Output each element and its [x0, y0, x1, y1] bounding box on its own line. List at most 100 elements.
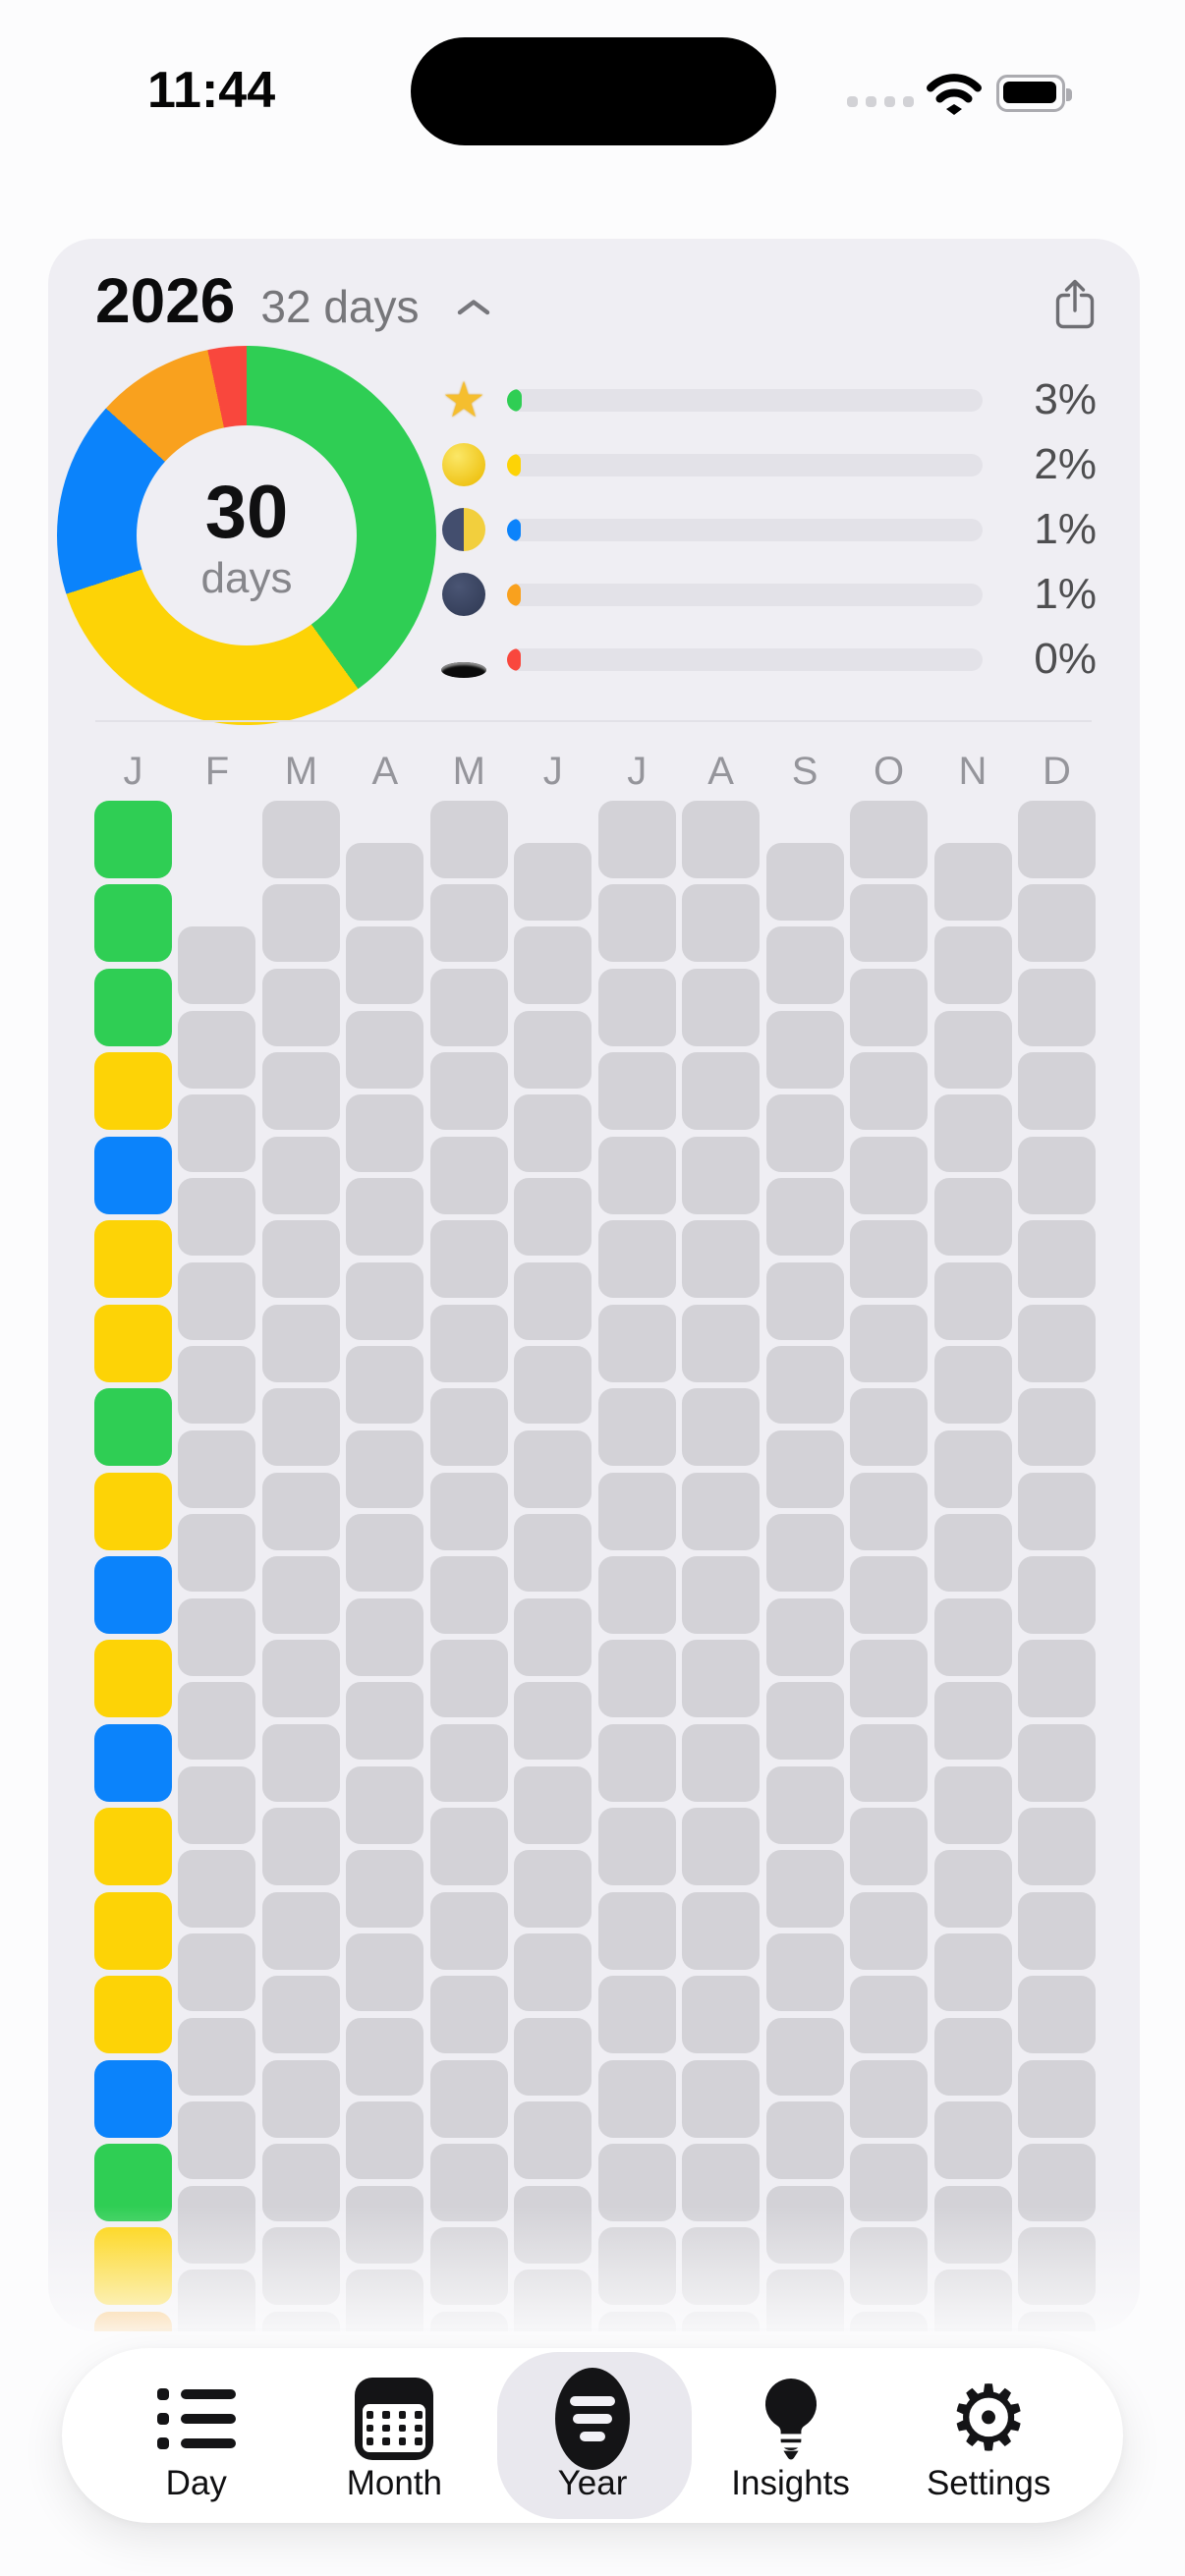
day-cell[interactable] — [346, 1346, 424, 1425]
day-cell[interactable] — [514, 1261, 592, 1340]
day-cell[interactable] — [261, 801, 340, 878]
day-cell[interactable] — [597, 1640, 676, 1718]
day-cell[interactable] — [597, 2311, 676, 2331]
day-cell[interactable] — [597, 2227, 676, 2306]
day-cell[interactable] — [850, 1220, 929, 1299]
day-cell[interactable] — [933, 1094, 1012, 1173]
day-cell[interactable] — [94, 1304, 172, 1382]
day-cell[interactable] — [1017, 1808, 1096, 1886]
day-cell[interactable] — [1017, 1555, 1096, 1634]
day-cell[interactable] — [261, 2059, 340, 2138]
day-cell[interactable] — [933, 1261, 1012, 1340]
day-cell[interactable] — [178, 1346, 256, 1425]
day-cell[interactable] — [765, 1933, 844, 2012]
day-cell[interactable] — [850, 1808, 929, 1886]
tab-insights[interactable]: Insights — [692, 2348, 890, 2523]
day-cell[interactable] — [850, 1723, 929, 1802]
day-cell[interactable] — [94, 1808, 172, 1886]
day-cell[interactable] — [178, 1597, 256, 1676]
day-cell[interactable] — [597, 1472, 676, 1550]
day-cell[interactable] — [597, 1555, 676, 1634]
day-cell[interactable] — [1017, 1976, 1096, 2054]
day-cell[interactable] — [261, 1136, 340, 1214]
day-cell[interactable] — [261, 1052, 340, 1131]
day-cell[interactable] — [1017, 1220, 1096, 1299]
day-cell[interactable] — [1017, 1723, 1096, 1802]
day-cell[interactable] — [1017, 1388, 1096, 1467]
day-cell[interactable] — [1017, 1052, 1096, 1131]
day-cell[interactable] — [94, 2311, 172, 2331]
day-cell[interactable] — [261, 884, 340, 963]
day-cell[interactable] — [682, 1808, 761, 1886]
day-cell[interactable] — [933, 926, 1012, 1005]
day-cell[interactable] — [94, 968, 172, 1046]
day-cell[interactable] — [933, 1346, 1012, 1425]
day-cell[interactable] — [429, 1052, 508, 1131]
day-cell[interactable] — [178, 1010, 256, 1089]
day-cell[interactable] — [850, 1555, 929, 1634]
day-cell[interactable] — [178, 1094, 256, 1173]
day-cell[interactable] — [178, 2185, 256, 2264]
day-cell[interactable] — [178, 1849, 256, 1928]
day-cell[interactable] — [850, 2144, 929, 2221]
day-cell[interactable] — [346, 926, 424, 1005]
day-cell[interactable] — [682, 2227, 761, 2306]
day-cell[interactable] — [429, 2311, 508, 2331]
day-cell[interactable] — [1017, 1136, 1096, 1214]
day-cell[interactable] — [429, 1976, 508, 2054]
day-cell[interactable] — [346, 1010, 424, 1089]
day-cell[interactable] — [261, 2144, 340, 2221]
day-cell[interactable] — [597, 1891, 676, 1970]
day-cell[interactable] — [346, 1849, 424, 1928]
day-cell[interactable] — [514, 1514, 592, 1593]
tab-month[interactable]: Month — [296, 2348, 494, 2523]
day-cell[interactable] — [682, 1304, 761, 1382]
day-cell[interactable] — [765, 2269, 844, 2331]
day-cell[interactable] — [178, 2101, 256, 2180]
day-cell[interactable] — [765, 1346, 844, 1425]
day-cell[interactable] — [94, 1891, 172, 1970]
day-cell[interactable] — [346, 842, 424, 921]
day-cell[interactable] — [1017, 2144, 1096, 2221]
day-cell[interactable] — [850, 1304, 929, 1382]
day-cell[interactable] — [514, 2101, 592, 2180]
day-cell[interactable] — [429, 2144, 508, 2221]
day-cell[interactable] — [94, 801, 172, 878]
day-cell[interactable] — [514, 1933, 592, 2012]
day-cell[interactable] — [261, 1472, 340, 1550]
day-cell[interactable] — [261, 1723, 340, 1802]
day-cell[interactable] — [765, 1094, 844, 1173]
day-cell[interactable] — [178, 1429, 256, 1508]
day-cell[interactable] — [94, 2059, 172, 2138]
day-cell[interactable] — [765, 926, 844, 1005]
day-cell[interactable] — [94, 1555, 172, 1634]
day-cell[interactable] — [597, 1220, 676, 1299]
tab-day[interactable]: Day — [97, 2348, 296, 2523]
day-cell[interactable] — [765, 1261, 844, 1340]
day-cell[interactable] — [94, 2144, 172, 2221]
day-cell[interactable] — [346, 1682, 424, 1761]
day-cell[interactable] — [346, 2269, 424, 2331]
day-cell[interactable] — [346, 1514, 424, 1593]
day-cell[interactable] — [682, 1220, 761, 1299]
day-cell[interactable] — [514, 1597, 592, 1676]
day-cell[interactable] — [429, 801, 508, 878]
day-cell[interactable] — [94, 1640, 172, 1718]
day-cell[interactable] — [850, 1640, 929, 1718]
day-cell[interactable] — [933, 1933, 1012, 2012]
day-cell[interactable] — [514, 1429, 592, 1508]
day-cell[interactable] — [514, 1682, 592, 1761]
day-cell[interactable] — [429, 1808, 508, 1886]
day-cell[interactable] — [514, 1178, 592, 1257]
day-cell[interactable] — [682, 1472, 761, 1550]
day-cell[interactable] — [765, 1597, 844, 1676]
day-cell[interactable] — [1017, 2227, 1096, 2306]
day-cell[interactable] — [682, 1555, 761, 1634]
day-cell[interactable] — [933, 1849, 1012, 1928]
day-cell[interactable] — [346, 1765, 424, 1844]
day-cell[interactable] — [850, 1976, 929, 2054]
day-cell[interactable] — [765, 1010, 844, 1089]
day-cell[interactable] — [933, 1010, 1012, 1089]
day-cell[interactable] — [850, 1388, 929, 1467]
day-cell[interactable] — [765, 1178, 844, 1257]
